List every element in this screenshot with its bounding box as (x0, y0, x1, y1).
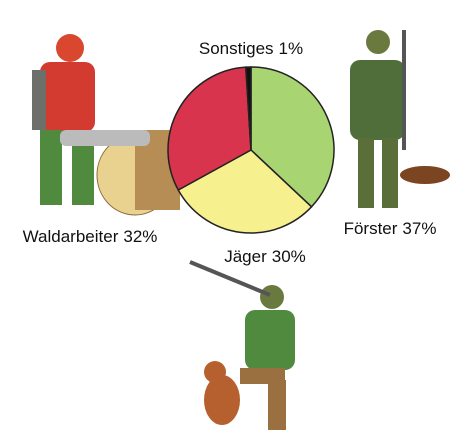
hat (366, 30, 390, 54)
jacket (40, 62, 95, 132)
value-label: 30% (272, 247, 306, 266)
coat (245, 310, 295, 370)
coat (350, 60, 405, 140)
arm (32, 70, 46, 130)
leg (358, 138, 374, 208)
category-label: Waldarbeiter (23, 227, 119, 246)
pie (168, 67, 334, 233)
dog (204, 375, 240, 425)
value-label: 1% (279, 39, 304, 58)
hat (260, 285, 284, 309)
value-label: 32% (123, 227, 157, 246)
dog-head (204, 361, 226, 383)
category-label: Jäger (224, 247, 267, 266)
slice-label: Jäger 30% (224, 247, 306, 266)
leg (382, 138, 398, 208)
dog (400, 166, 450, 184)
rifle (190, 262, 270, 295)
value-label: 37% (402, 219, 436, 238)
helmet (56, 34, 84, 62)
leg (40, 130, 62, 205)
leg (268, 380, 286, 430)
chart: Förster37% Jäger 30% Waldarbeiter32% Sonstig… (0, 0, 458, 437)
chainsaw (60, 130, 150, 146)
category-label: Sonstiges (199, 39, 274, 58)
rifle (402, 30, 406, 150)
category-label: Förster (344, 219, 398, 238)
slice-label: Sonstiges 1% (199, 39, 303, 58)
